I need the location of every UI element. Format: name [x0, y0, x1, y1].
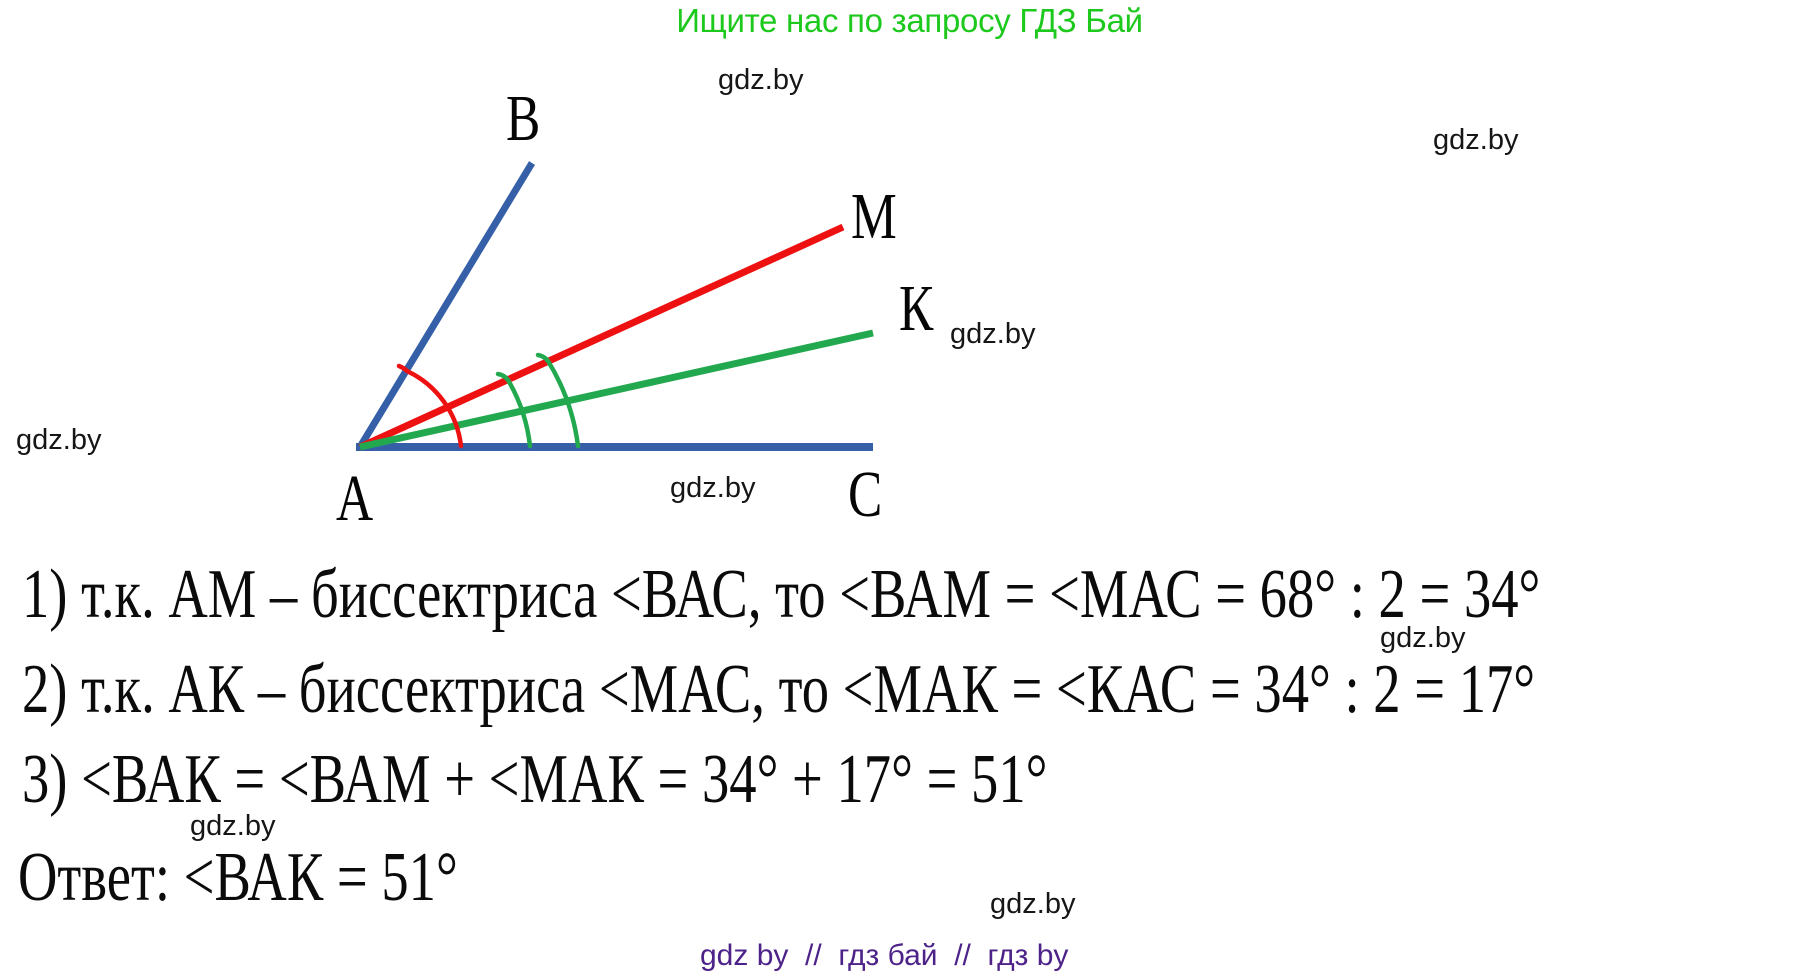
angle-arc-red	[396, 363, 464, 449]
angle-arc-green-2	[535, 352, 581, 449]
ray-ak-bisector	[359, 329, 874, 451]
watermark-line1: gdz.by	[1380, 622, 1466, 654]
solution-step-2: 2) т.к. АК – биссектриса <МАС, то <МАК =…	[22, 651, 1536, 728]
watermark-answer: gdz.by	[990, 888, 1076, 920]
watermark-below-base: gdz.by	[670, 472, 756, 504]
label-point-b: B	[506, 82, 541, 155]
promo-title: Ищите нас по запросу ГДЗ Бай	[676, 2, 1143, 39]
promo-footer: gdz by // гдз бай // гдз by	[700, 939, 1069, 972]
watermark-line3: gdz.by	[190, 810, 276, 842]
ray-ab	[357, 161, 535, 449]
solution-answer: Ответ: <ВАК = 51°	[18, 839, 458, 916]
solution-step-1: 1) т.к. АМ – биссектриса <ВАС, то <ВАМ =…	[22, 556, 1541, 633]
label-point-a: A	[336, 462, 374, 535]
watermark-right: gdz.by	[1433, 124, 1519, 156]
solution-step-3: 3) <ВАК = <ВАМ + <МАК = 34° + 17° = 51°	[22, 741, 1048, 818]
angle-arc-green-1	[495, 371, 533, 449]
watermark-left: gdz.by	[16, 424, 102, 456]
label-point-m: M	[851, 180, 897, 253]
label-point-k: К	[899, 272, 934, 345]
watermark-near-k: gdz.by	[950, 318, 1036, 350]
watermark-top: gdz.by	[718, 64, 804, 96]
label-point-c: C	[848, 458, 883, 531]
ray-am-bisector	[358, 223, 845, 451]
